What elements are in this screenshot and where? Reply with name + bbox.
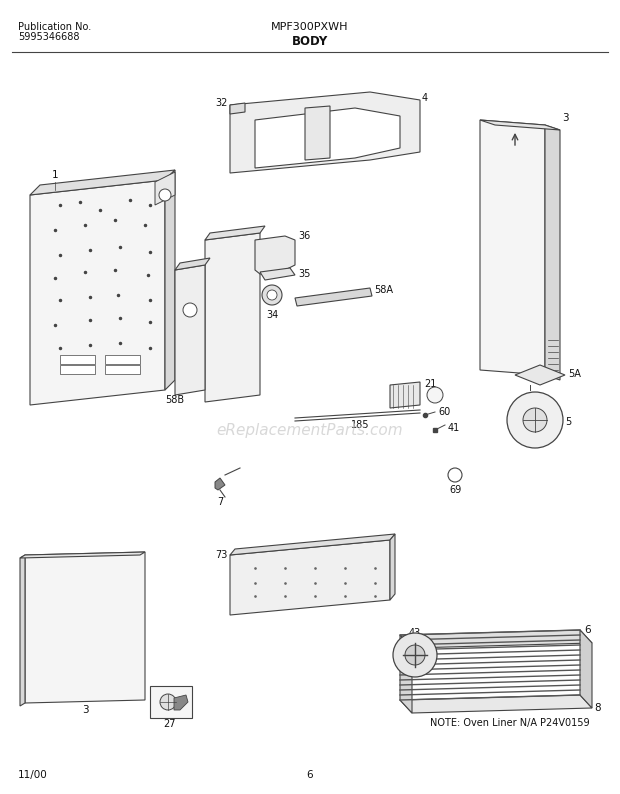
Polygon shape bbox=[255, 108, 400, 168]
Text: 3: 3 bbox=[82, 705, 88, 715]
Text: 32: 32 bbox=[216, 98, 228, 108]
Circle shape bbox=[262, 285, 282, 305]
Polygon shape bbox=[295, 288, 372, 306]
Polygon shape bbox=[150, 686, 192, 718]
Text: 4: 4 bbox=[422, 93, 428, 103]
Text: 34: 34 bbox=[266, 310, 278, 320]
Polygon shape bbox=[230, 103, 245, 114]
Polygon shape bbox=[174, 695, 188, 710]
Polygon shape bbox=[400, 695, 592, 713]
Text: 73: 73 bbox=[216, 550, 228, 560]
Text: 69: 69 bbox=[449, 485, 461, 495]
Text: 58B: 58B bbox=[165, 395, 184, 405]
Polygon shape bbox=[105, 365, 140, 374]
Circle shape bbox=[507, 392, 563, 448]
Polygon shape bbox=[165, 170, 175, 390]
Circle shape bbox=[448, 468, 462, 482]
Text: BODY: BODY bbox=[292, 35, 328, 48]
Text: 8: 8 bbox=[594, 703, 601, 713]
Text: P24V0159: P24V0159 bbox=[540, 718, 590, 728]
Polygon shape bbox=[175, 265, 205, 395]
Circle shape bbox=[405, 645, 425, 665]
Text: 21: 21 bbox=[424, 379, 436, 389]
Polygon shape bbox=[20, 552, 145, 558]
Circle shape bbox=[183, 303, 197, 317]
Text: 6: 6 bbox=[307, 770, 313, 780]
Polygon shape bbox=[30, 170, 175, 195]
Text: 5: 5 bbox=[565, 417, 571, 427]
Text: 7: 7 bbox=[217, 497, 223, 507]
Circle shape bbox=[427, 387, 443, 403]
Text: 58A: 58A bbox=[374, 285, 393, 295]
Text: 60: 60 bbox=[438, 407, 450, 417]
Polygon shape bbox=[390, 534, 395, 600]
Polygon shape bbox=[30, 180, 165, 405]
Polygon shape bbox=[105, 355, 140, 364]
Text: 3: 3 bbox=[562, 113, 569, 123]
Text: 6: 6 bbox=[584, 625, 591, 635]
Circle shape bbox=[159, 189, 171, 201]
Polygon shape bbox=[205, 226, 265, 240]
Polygon shape bbox=[175, 258, 210, 270]
Circle shape bbox=[393, 633, 437, 677]
Polygon shape bbox=[400, 630, 592, 648]
Polygon shape bbox=[20, 555, 25, 706]
Polygon shape bbox=[230, 92, 420, 173]
Text: 27: 27 bbox=[164, 719, 176, 729]
Polygon shape bbox=[25, 552, 145, 703]
Polygon shape bbox=[480, 120, 560, 130]
Polygon shape bbox=[390, 382, 420, 408]
Text: 43: 43 bbox=[409, 628, 421, 638]
Text: NOTE: Oven Liner N/A: NOTE: Oven Liner N/A bbox=[430, 718, 537, 728]
Polygon shape bbox=[155, 172, 175, 205]
Text: 5A: 5A bbox=[568, 369, 581, 379]
Text: 35: 35 bbox=[298, 269, 311, 279]
Polygon shape bbox=[260, 268, 295, 280]
Text: 41: 41 bbox=[448, 423, 460, 433]
Polygon shape bbox=[400, 635, 412, 713]
Text: 36: 36 bbox=[298, 231, 310, 241]
Circle shape bbox=[523, 408, 547, 432]
Circle shape bbox=[160, 694, 176, 710]
Text: 185: 185 bbox=[351, 420, 370, 430]
Polygon shape bbox=[255, 236, 295, 274]
Text: 5995346688: 5995346688 bbox=[18, 32, 79, 42]
Text: 11/00: 11/00 bbox=[18, 770, 48, 780]
Polygon shape bbox=[60, 365, 95, 374]
Circle shape bbox=[267, 290, 277, 300]
Text: 1: 1 bbox=[51, 170, 58, 180]
Text: eReplacementParts.com: eReplacementParts.com bbox=[216, 422, 404, 437]
Polygon shape bbox=[60, 355, 95, 364]
Polygon shape bbox=[205, 233, 260, 402]
Polygon shape bbox=[305, 106, 330, 160]
Polygon shape bbox=[515, 365, 565, 385]
Polygon shape bbox=[230, 534, 395, 555]
Polygon shape bbox=[215, 478, 225, 490]
Text: MPF300PXWH: MPF300PXWH bbox=[272, 22, 348, 32]
Polygon shape bbox=[230, 540, 390, 615]
Polygon shape bbox=[545, 125, 560, 380]
Polygon shape bbox=[580, 630, 592, 708]
Polygon shape bbox=[480, 120, 545, 375]
Text: Publication No.: Publication No. bbox=[18, 22, 91, 32]
